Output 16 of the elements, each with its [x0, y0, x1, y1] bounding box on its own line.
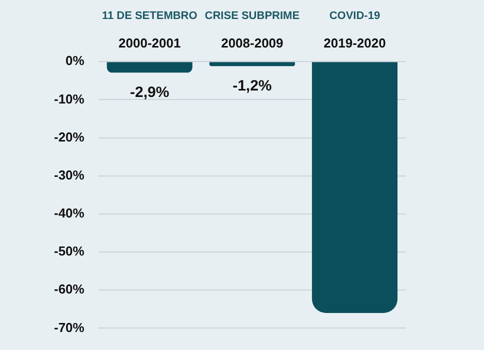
y-tick-label: -30%	[54, 167, 85, 182]
y-tick-label: -40%	[54, 206, 85, 221]
x-tick-label: 2019-2020	[324, 35, 386, 50]
y-tick-label: -50%	[54, 244, 85, 259]
y-tick-label: -70%	[54, 320, 85, 335]
x-tick-label: 2008-2009	[221, 35, 284, 50]
y-tick-label: 0%	[66, 53, 85, 68]
text: 11 DE SETEMBRO	[102, 10, 198, 22]
data-label: -1,2%	[232, 77, 272, 94]
y-tick-label: -20%	[54, 129, 85, 144]
text: CRISE SUBPRIME	[204, 10, 300, 22]
y-tick-label: -10%	[54, 91, 85, 106]
y-tick-label: -60%	[54, 282, 85, 297]
x-tick-label: 2000-2001	[118, 35, 181, 50]
text: COVID-19	[329, 10, 380, 22]
data-label: -2,9%	[130, 84, 170, 101]
